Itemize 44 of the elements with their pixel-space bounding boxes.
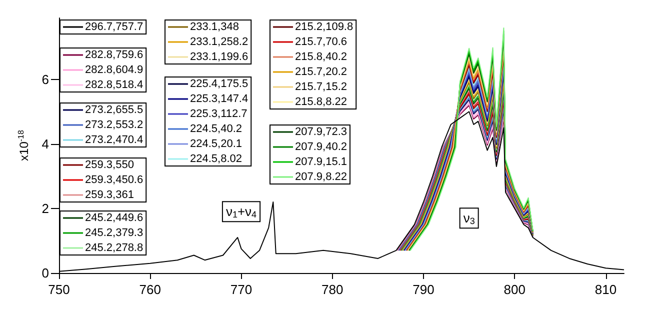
legend-label: 282.8,518.4	[85, 79, 144, 91]
legend-label: 233.1,199.6	[190, 51, 248, 63]
legend-label: 273.2,470.4	[85, 134, 144, 146]
legend-label: 296.7,757.7	[85, 21, 144, 33]
legend-label: 282.8,604.9	[85, 64, 144, 76]
y-tick-label: 2	[42, 200, 49, 216]
legend-label: 273.2,655.5	[85, 104, 144, 116]
x-tick-label: 800	[504, 282, 526, 297]
legend-label: 245.2,278.8	[85, 242, 144, 254]
legend-label: 259.3,550	[85, 159, 134, 171]
legend-label: 273.2,553.2	[85, 119, 144, 131]
x-tick-label: 790	[412, 282, 434, 297]
legend-label: 215.7,70.6	[295, 36, 347, 48]
legend-label: 233.1,258.2	[190, 36, 248, 48]
legend-label: 215.7,20.2	[295, 66, 347, 78]
legend-label: 207.9,72.3	[295, 126, 347, 138]
x-tick-label: 750	[48, 282, 70, 297]
legend-label: 245.2,449.6	[85, 212, 144, 224]
legend-label: 224.5,20.1	[190, 138, 242, 150]
x-tick-label: 760	[139, 282, 161, 297]
legend-label: 225.3,112.7	[190, 108, 248, 120]
legend-label: 224.5,8.02	[190, 153, 242, 165]
y-tick-label: 4	[42, 136, 49, 152]
legend-label: 245.2,379.3	[85, 227, 144, 239]
legend-label: 207.9,15.1	[295, 156, 347, 168]
y-tick-label: 0	[42, 266, 49, 280]
legend-label: 215.8,40.2	[295, 51, 347, 63]
legend-label: 259.3,450.6	[85, 174, 144, 186]
legend-label: 224.5,40.2	[190, 123, 242, 135]
legend-label: 259.3,361	[85, 189, 134, 201]
legend-label: 215.8,8.22	[295, 96, 347, 108]
legend-label: 225.3,147.4	[190, 93, 248, 105]
x-tick-label: 770	[230, 282, 252, 297]
y-tick-label: 6	[42, 72, 49, 87]
legend-label: 215.7,15.2	[295, 81, 347, 93]
legend-label: 207.9,40.2	[295, 141, 347, 153]
y-axis-title: x10-18	[16, 129, 31, 161]
x-tick-label: 780	[322, 282, 344, 297]
legend-label: 282.8,759.6	[85, 49, 144, 61]
legend-label: 233.1,348	[190, 21, 239, 33]
legend-label: 225.4,175.5	[190, 78, 248, 90]
legend-label: 207.9,8.22	[295, 171, 347, 183]
legend-label: 215.2,109.8	[295, 21, 354, 33]
x-tick-label: 810	[594, 282, 617, 297]
